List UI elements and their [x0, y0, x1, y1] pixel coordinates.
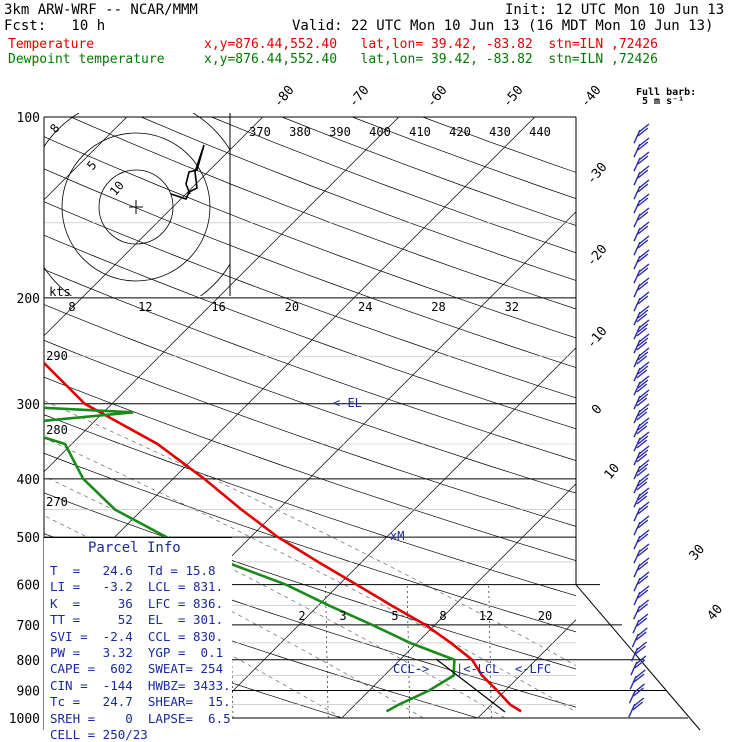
pressure-tick-label: 600	[17, 579, 40, 594]
parcel-info-row: Tc = 24.7 SHEAR= 15.	[50, 694, 231, 709]
dry-adiabat	[423, 117, 740, 718]
parcel-info-row: K = 36 LFC = 836.	[50, 596, 223, 611]
hodo-speed-label: 16	[211, 300, 225, 314]
pressure-tick-label: 700	[17, 619, 40, 634]
isotherm-label: -60	[424, 83, 451, 111]
isotherm-label: -40	[578, 83, 605, 111]
theta-label: 410	[409, 125, 431, 139]
wind-barbs	[629, 124, 649, 717]
isotherm-label: -20	[584, 242, 611, 270]
mixing-ratio-label: 5	[391, 609, 398, 623]
isotherm	[614, 117, 740, 718]
skew-edge	[576, 585, 700, 730]
hodo-units-label: kts	[49, 285, 71, 299]
hodo-ring-label: 10	[107, 178, 127, 198]
pressure-tick-label: 1000	[9, 712, 40, 727]
isotherm-label: 0	[589, 402, 606, 418]
theta-left-label: 270	[46, 495, 68, 509]
isotherm	[478, 117, 740, 718]
pressure-tick-label: 500	[17, 531, 40, 546]
theta-label: 420	[449, 125, 471, 139]
parcel-info-title: Parcel Info	[88, 540, 181, 556]
dry-adiabat	[352, 117, 740, 718]
theta-label: 390	[329, 125, 351, 139]
hodo-speed-label: 20	[285, 300, 299, 314]
parcel-info-row: LI = -3.2 LCL = 831.	[50, 579, 223, 594]
parcel-info-row: PW = 3.32 YGP = 0.1	[50, 645, 223, 660]
isotherm-label: -70	[346, 83, 373, 111]
isotherm-label: -30	[584, 160, 611, 188]
pressure-tick-label: 100	[17, 111, 40, 126]
lcl-marker: |<-LCL	[456, 662, 499, 676]
mixing-ratio-label: 2	[298, 609, 305, 623]
m-marker: xM	[390, 529, 404, 543]
isotherm-label: 40	[705, 602, 727, 624]
hodo-speed-label: 8	[68, 300, 75, 314]
hodo-ring-label: 8	[47, 121, 62, 136]
parcel-info-row: T = 24.6 Td = 15.8	[50, 563, 216, 578]
theta-label: 400	[369, 125, 391, 139]
isotherm-label: -10	[584, 324, 611, 352]
hodo-center-mark	[129, 200, 143, 214]
parcel-info-row: SREH = 0 LAPSE= 6.5	[50, 711, 231, 726]
dry-adiabat	[282, 117, 740, 718]
hodo-speed-label: 28	[431, 300, 445, 314]
lfc-marker: <-LFC	[515, 662, 551, 676]
theta-left-label: 280	[46, 423, 68, 437]
theta-label: 370	[249, 125, 271, 139]
ccl-marker: CCL->	[393, 662, 429, 676]
mixing-ratio-label: 3	[339, 609, 346, 623]
isotherm-label: -80	[271, 83, 298, 111]
mixing-ratio-label: 12	[479, 609, 493, 623]
parcel-info-row: CAPE = 602 SWEAT= 254	[50, 661, 223, 676]
hodo-speed-label: 24	[358, 300, 372, 314]
mixing-ratio-line	[489, 585, 492, 718]
isotherm-label: -50	[500, 83, 527, 111]
isotherm	[206, 117, 740, 718]
isotherm-label: 30	[687, 542, 709, 564]
theta-label: 430	[489, 125, 511, 139]
parcel-info-row: SVI = -2.4 CCL = 830.	[50, 629, 223, 644]
barb-legend-units: 5 m s⁻¹	[642, 96, 684, 107]
mixing-ratio-label: 20	[538, 609, 552, 623]
pressure-tick-label: 800	[17, 654, 40, 669]
pressure-tick-label: 200	[17, 292, 40, 307]
theta-left-label: 290	[46, 349, 68, 363]
pressure-tick-label: 900	[17, 685, 40, 700]
parcel-info-row: CIN = -144 HWBZ= 3433.	[50, 678, 231, 693]
hodo-ring-label: 5	[84, 158, 99, 173]
hodo-speed-label: 32	[505, 300, 519, 314]
theta-label: 440	[529, 125, 551, 139]
isotherm-label: 10	[602, 461, 624, 483]
el-marker: <-EL	[333, 396, 362, 410]
mixing-ratio-label: 8	[439, 609, 446, 623]
parcel-info-row: TT = 52 EL = 301.	[50, 612, 223, 627]
theta-label: 380	[289, 125, 311, 139]
pressure-tick-label: 400	[17, 473, 40, 488]
pressure-tick-label: 300	[17, 398, 40, 413]
hodo-trace	[171, 145, 204, 199]
hodo-speed-label: 12	[138, 300, 152, 314]
mixing-ratio-line	[407, 585, 410, 718]
